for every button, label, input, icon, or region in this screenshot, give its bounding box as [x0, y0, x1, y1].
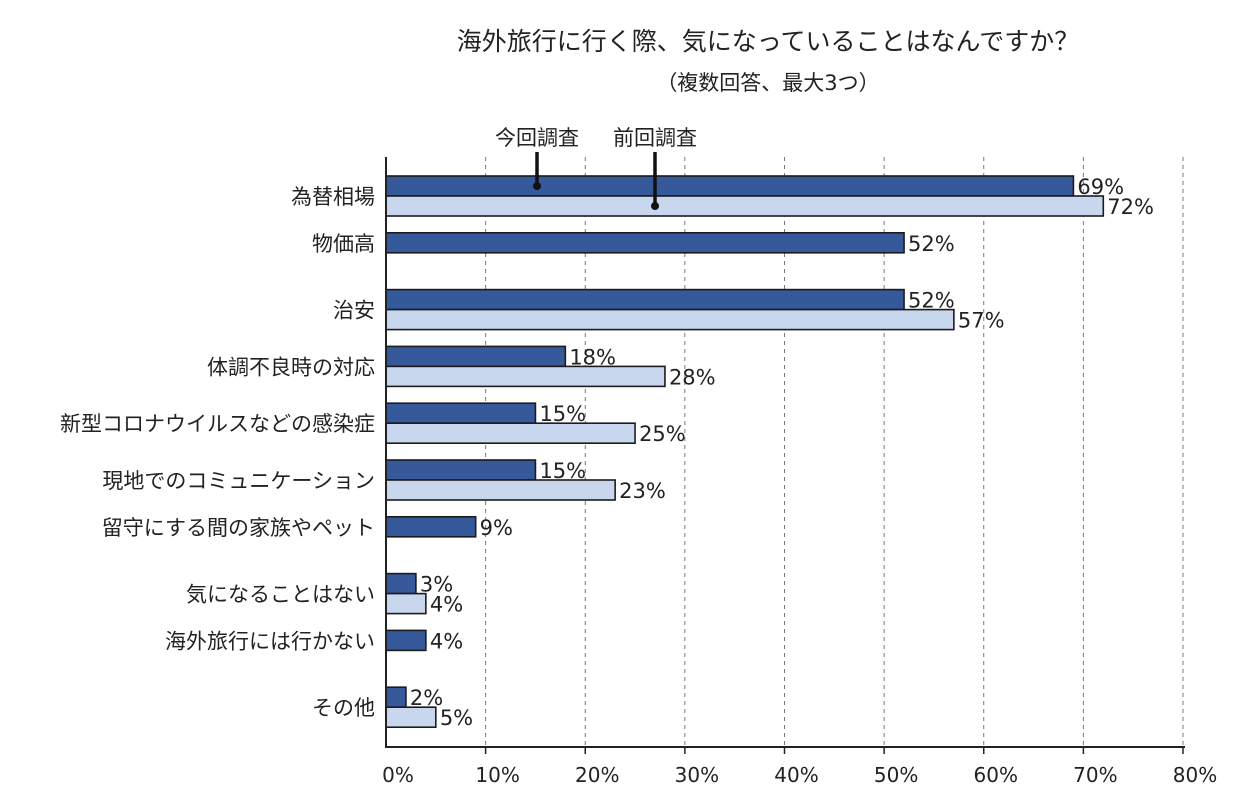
bar-previous: [385, 479, 616, 501]
x-tick-label: 20%: [575, 763, 619, 787]
bar-previous: [385, 308, 955, 331]
bar-current: [385, 572, 417, 595]
value-label-current: 9%: [480, 516, 513, 540]
value-label-previous: 72%: [1107, 195, 1154, 219]
x-tick-label: 70%: [1073, 763, 1117, 787]
bar-current: [385, 402, 537, 425]
value-label-previous: 25%: [639, 422, 686, 446]
x-tick-labels: 0% 10% 20% 30% 40% 50% 60% 70% 80%: [382, 763, 1217, 787]
bar-previous: [385, 365, 666, 388]
legend-current-dot: [533, 182, 541, 190]
value-label-current: 3%: [420, 573, 453, 597]
value-label-current: 52%: [908, 232, 955, 256]
x-tick-label: 10%: [475, 763, 519, 787]
value-label-previous: 57%: [958, 309, 1005, 333]
bar-current: [385, 288, 905, 311]
category-label: 現地でのコミュニケーション: [102, 469, 375, 493]
legend: 今回調査 前回調査: [495, 126, 697, 210]
x-tick-label: 30%: [675, 763, 719, 787]
category-label: 海外旅行には行かない: [165, 629, 375, 653]
value-label-previous: 23%: [619, 479, 666, 503]
bar-current: [385, 459, 537, 481]
chart-title: 海外旅行に行く際、気になっていることはなんですか？: [457, 27, 1080, 56]
value-label-current: 15%: [539, 459, 586, 483]
category-label: 体調不良時の対応: [207, 355, 375, 379]
legend-previous: 前回調査: [613, 126, 697, 150]
category-label: 治安: [333, 299, 375, 323]
x-tick-label: 50%: [874, 763, 918, 787]
bar-previous: [385, 195, 1105, 217]
value-label-current: 18%: [569, 345, 616, 369]
value-label-current: 52%: [908, 289, 955, 313]
legend-previous-dot: [651, 202, 659, 210]
x-tick-label: 40%: [774, 763, 818, 787]
bar-previous: [385, 422, 636, 445]
value-label-previous: 4%: [430, 593, 463, 617]
axes: [385, 157, 1185, 754]
category-label: 物価高: [312, 232, 375, 256]
category-label: 気になることはない: [186, 583, 375, 607]
value-label-current: 2%: [410, 686, 443, 710]
value-label-previous: 28%: [669, 365, 716, 389]
chart-subtitle: （複数回答、最大3つ）: [656, 71, 879, 95]
bars: [385, 175, 1105, 729]
bar-current: [385, 175, 1075, 197]
legend-current: 今回調査: [495, 126, 579, 150]
bar-current: [385, 686, 407, 709]
value-label-current: 69%: [1077, 175, 1124, 199]
value-label-current: 4%: [430, 629, 463, 653]
bar-current: [385, 515, 477, 538]
category-label: 為替相場: [291, 185, 375, 209]
x-tick-label: 80%: [1173, 763, 1217, 787]
x-tick-label: 60%: [974, 763, 1018, 787]
bar-current: [385, 232, 905, 254]
category-label: 新型コロナウイルスなどの感染症: [60, 412, 375, 436]
category-label: 留守にする間の家族やペット: [102, 516, 375, 540]
value-labels: 69%72%52%52%57%18%28%15%25%15%23%9%3%4%4…: [410, 175, 1154, 730]
value-label-previous: 5%: [440, 706, 473, 730]
category-labels: 為替相場物価高治安体調不良時の対応新型コロナウイルスなどの感染症現地でのコミュニ…: [60, 185, 375, 720]
value-label-current: 15%: [539, 402, 586, 426]
bar-current: [385, 345, 567, 368]
bar-current: [385, 629, 427, 652]
x-tick-label: 0%: [382, 763, 414, 787]
category-label: その他: [312, 696, 375, 720]
gridlines: [485, 157, 1184, 747]
